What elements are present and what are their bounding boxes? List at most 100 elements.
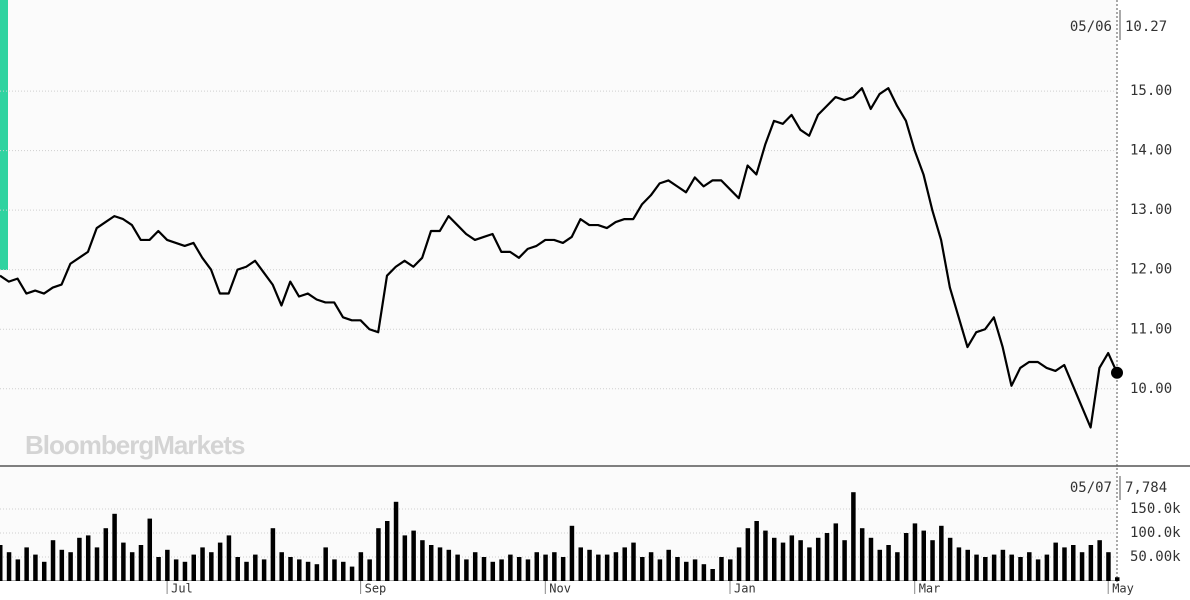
volume-bar: [411, 530, 416, 581]
volume-bar: [631, 542, 636, 581]
volume-bar: [1044, 554, 1050, 581]
volume-bar: [895, 552, 900, 581]
volume-bar: [719, 557, 724, 581]
volume-bar: [288, 557, 293, 581]
x-tick-label: May: [1112, 582, 1134, 596]
volume-bar: [200, 547, 205, 581]
volume-bar: [921, 530, 927, 581]
volume-bar: [59, 549, 65, 581]
volume-bar: [50, 540, 56, 581]
volume-bar: [341, 561, 346, 581]
volume-bar: [191, 554, 196, 581]
y-tick-label: 100.0k: [1130, 525, 1181, 541]
accent-bar: [0, 0, 8, 270]
volume-bar: [736, 547, 742, 581]
price-line: [0, 87, 1119, 429]
y-tick-label: 10.00: [1130, 381, 1172, 397]
volume-bar: [974, 554, 979, 581]
volume-bar: [991, 554, 997, 581]
volume-bar: [297, 559, 302, 581]
y-tick-label: 13.00: [1130, 202, 1172, 218]
volume-bar: [85, 535, 91, 581]
volume-bar: [903, 533, 909, 581]
x-tick-label: Sep: [365, 582, 387, 596]
volume-bar: [41, 561, 47, 581]
volume-bar: [235, 557, 240, 581]
last-date: 05/06: [1070, 19, 1112, 35]
volume-bar: [279, 552, 284, 581]
volume-bar: [402, 535, 408, 581]
volume-bar: [103, 528, 109, 581]
last-date: 05/07: [1070, 480, 1112, 496]
x-tick-label: Nov: [549, 582, 571, 596]
y-tick-label: 11.00: [1130, 321, 1172, 337]
volume-bar: [499, 559, 504, 581]
y-tick-label: 150.0k: [1130, 501, 1181, 517]
volume-bar: [912, 523, 918, 581]
volume-bar: [983, 557, 988, 581]
x-tick-label: Mar: [919, 582, 941, 596]
y-tick-label: 12.00: [1130, 262, 1172, 278]
volume-bar: [789, 535, 795, 581]
volume-bar: [525, 559, 531, 581]
volume-bar: [261, 559, 267, 581]
last-volume: 7,784: [1125, 480, 1167, 496]
volume-bar: [640, 557, 645, 581]
volume-bar: [428, 545, 434, 581]
volume-bar: [534, 552, 540, 581]
volume-bar: [384, 521, 390, 581]
volume-bar: [455, 554, 460, 581]
volume-bar: [1053, 542, 1058, 581]
volume-bar: [657, 559, 663, 581]
volume-bar: [771, 537, 777, 581]
x-tick-label: Jul: [171, 582, 193, 596]
volume-bar: [437, 547, 443, 581]
volume-bar: [692, 559, 698, 581]
volume-bar: [622, 547, 627, 581]
volume-bar: [376, 528, 381, 581]
volume-bar: [1000, 549, 1006, 581]
volume-bar: [305, 561, 311, 581]
volume-bar: [446, 549, 452, 581]
volume-bar: [1027, 552, 1032, 581]
volume-bar: [1079, 552, 1085, 581]
volume-bar: [552, 552, 557, 581]
volume-bar: [1097, 540, 1102, 581]
volume-bar: [94, 547, 100, 581]
volume-bar: [604, 554, 610, 581]
volume-bar: [684, 561, 689, 581]
volume-bar: [930, 540, 935, 581]
last-price: 10.27: [1125, 19, 1167, 35]
volume-bar: [842, 540, 847, 581]
volume-bar: [666, 549, 671, 581]
volume-bar: [367, 559, 372, 581]
volume-bar: [472, 552, 478, 581]
volume-bar: [824, 533, 830, 581]
volume-bar: [596, 554, 601, 581]
volume-bar: [226, 535, 232, 581]
volume-bar: [956, 547, 962, 581]
volume-bar: [578, 547, 583, 581]
volume-bar: [508, 554, 513, 581]
volume-bar: [1009, 554, 1014, 581]
volume-bar: [1088, 545, 1094, 581]
volume-bar: [815, 537, 821, 581]
volume-bar: [560, 557, 566, 581]
volume-bar: [701, 564, 707, 581]
volume-bar: [270, 528, 276, 581]
volume-bar: [490, 561, 496, 581]
volume-bar: [543, 554, 548, 581]
volume-bar: [332, 559, 337, 581]
volume-bar: [323, 547, 328, 581]
volume-bar: [798, 540, 803, 581]
last-point: [1111, 366, 1123, 379]
volume-bar: [15, 559, 21, 581]
volume-bar: [393, 501, 399, 581]
volume-bar: [1062, 547, 1067, 581]
volume-bar: [868, 537, 874, 581]
volume-bar: [807, 547, 812, 581]
volume-bar: [68, 552, 73, 581]
volume-bar: [965, 549, 970, 581]
volume-bar: [112, 513, 117, 581]
volume-bar: [745, 528, 751, 581]
